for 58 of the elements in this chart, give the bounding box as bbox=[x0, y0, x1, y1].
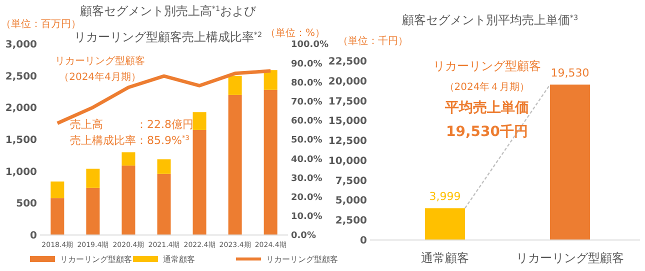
bar bbox=[86, 188, 100, 235]
y-tick-label: 15,000 bbox=[328, 116, 368, 128]
data-label: 19,530 bbox=[550, 66, 590, 80]
chart-title: 顧客セグメント別売上高$^{*1}$および bbox=[80, 4, 258, 18]
annotation: 19,530千円 bbox=[446, 123, 528, 140]
bar bbox=[122, 152, 136, 166]
y-tick-label: 0 bbox=[30, 230, 38, 242]
bar bbox=[86, 168, 100, 188]
y-tick-label: 2,000 bbox=[5, 103, 38, 114]
y-tick-label: 2,500 bbox=[5, 71, 38, 82]
annotation: （2024年４月期） bbox=[444, 81, 530, 93]
y2-tick-label: 60.0% bbox=[291, 116, 322, 127]
y2-tick-label: 100.0% bbox=[291, 40, 328, 50]
y-tick-label: 17,500 bbox=[328, 96, 368, 108]
annotation: リカーリング型顧客 bbox=[55, 55, 145, 67]
y-axis-title: （単位：百万円） bbox=[1, 18, 81, 30]
annotation: 売上高 ：22.8億円 bbox=[70, 118, 194, 131]
y-tick-label: 3,000 bbox=[5, 40, 38, 50]
y-tick-label: 10,000 bbox=[328, 156, 368, 167]
bar bbox=[157, 174, 171, 235]
bar bbox=[50, 198, 64, 235]
bar bbox=[50, 182, 64, 198]
annotation: （2024年4月期） bbox=[59, 71, 141, 83]
y-tick-label: 1,000 bbox=[5, 166, 38, 178]
y-tick-label: 2,500 bbox=[335, 216, 368, 227]
y-axis-title: （単位：千円） bbox=[338, 35, 408, 47]
y2-tick-label: 30.0% bbox=[291, 174, 322, 184]
chart-title: 顧客セグメント別平均売上単価$^{*3}$ bbox=[402, 12, 578, 27]
y2-tick-label: 40.0% bbox=[291, 154, 322, 165]
y2-tick-label: 0.0% bbox=[291, 231, 316, 242]
data-label: 3,999 bbox=[429, 190, 461, 204]
y-tick-label: 12,500 bbox=[328, 136, 368, 148]
bar bbox=[264, 90, 278, 235]
bar bbox=[264, 70, 278, 90]
annotation: リカーリング型顧客 bbox=[433, 59, 541, 73]
y-tick-label: 500 bbox=[16, 198, 38, 210]
y-tick-label: 0 bbox=[360, 236, 368, 246]
bar bbox=[157, 159, 171, 174]
annotation: 平均売上単価 bbox=[444, 100, 529, 116]
bar bbox=[228, 76, 242, 95]
bar bbox=[228, 94, 242, 235]
y2-tick-label: 70.0% bbox=[291, 97, 322, 108]
y-tick-label: 5,000 bbox=[335, 196, 368, 207]
y2-tick-label: 50.0% bbox=[291, 136, 322, 146]
y2-tick-label: 10.0% bbox=[291, 212, 322, 222]
chart-subtitle: リカーリング型顧客売上構成比率$^{*2}$ bbox=[74, 30, 262, 44]
annotation: 売上構成比率：85.9%$^{*3}$ bbox=[70, 134, 190, 147]
y-tick-label: 22,500 bbox=[328, 56, 368, 68]
y2-tick-label: 90.0% bbox=[291, 59, 322, 70]
y-tick-label: 1,500 bbox=[5, 135, 38, 146]
bar bbox=[192, 112, 206, 130]
y2-tick-label: 80.0% bbox=[291, 78, 322, 88]
y2-tick-label: 20.0% bbox=[291, 192, 322, 203]
y-tick-label: 7,500 bbox=[335, 176, 368, 187]
bar bbox=[192, 130, 206, 235]
y-tick-label: 20,000 bbox=[328, 76, 368, 88]
y2-axis-title: （単位：%） bbox=[265, 27, 325, 39]
bar bbox=[122, 166, 136, 235]
